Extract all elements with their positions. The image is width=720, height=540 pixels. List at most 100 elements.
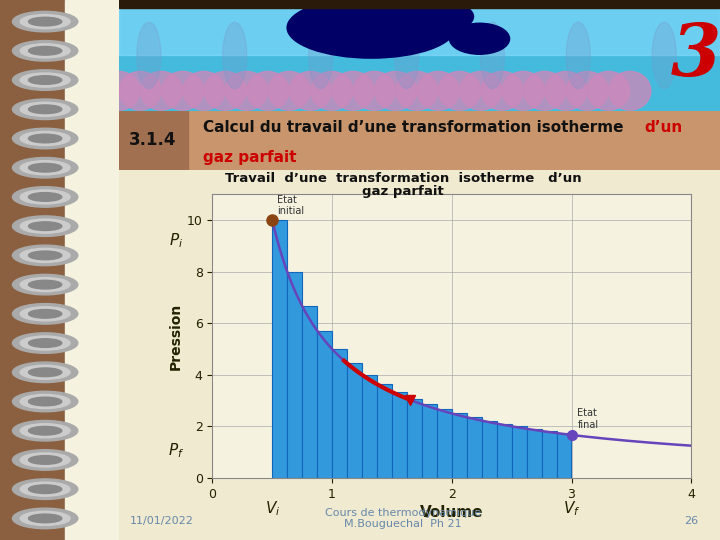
Ellipse shape <box>12 274 78 295</box>
Ellipse shape <box>29 134 62 143</box>
Bar <box>362 375 377 478</box>
Text: Cours de thermodynamique
M.Bouguechal  Ph 21: Cours de thermodynamique M.Bouguechal Ph… <box>325 508 482 529</box>
Ellipse shape <box>332 71 374 110</box>
Ellipse shape <box>293 17 365 50</box>
Ellipse shape <box>12 450 78 470</box>
Ellipse shape <box>20 161 70 175</box>
Ellipse shape <box>12 216 78 237</box>
Ellipse shape <box>588 71 629 110</box>
Ellipse shape <box>12 40 78 61</box>
Ellipse shape <box>12 421 78 441</box>
Ellipse shape <box>29 397 62 406</box>
Bar <box>272 220 287 478</box>
Ellipse shape <box>29 368 62 376</box>
Text: gaz parfait: gaz parfait <box>203 150 297 165</box>
Ellipse shape <box>20 73 70 87</box>
Ellipse shape <box>20 424 70 438</box>
Ellipse shape <box>12 303 78 324</box>
Bar <box>317 330 332 478</box>
Ellipse shape <box>12 158 78 178</box>
Bar <box>377 384 392 478</box>
Ellipse shape <box>20 453 70 467</box>
Ellipse shape <box>29 485 62 494</box>
Ellipse shape <box>29 193 62 201</box>
Bar <box>407 399 422 478</box>
Ellipse shape <box>523 71 566 110</box>
Bar <box>557 433 572 478</box>
Bar <box>422 404 437 478</box>
Ellipse shape <box>20 102 70 116</box>
Bar <box>482 421 497 478</box>
Ellipse shape <box>20 219 70 233</box>
Ellipse shape <box>566 22 590 89</box>
Ellipse shape <box>29 76 62 84</box>
Bar <box>302 306 317 478</box>
Text: $P_i$: $P_i$ <box>169 231 184 249</box>
Bar <box>287 272 302 478</box>
Ellipse shape <box>29 514 62 523</box>
Ellipse shape <box>29 46 62 55</box>
Ellipse shape <box>119 71 161 110</box>
Text: 11/01/2022: 11/01/2022 <box>130 516 194 526</box>
Text: $P_f$: $P_f$ <box>168 442 184 460</box>
Ellipse shape <box>12 508 78 529</box>
Ellipse shape <box>289 71 331 110</box>
Bar <box>497 424 512 478</box>
Ellipse shape <box>12 479 78 500</box>
Text: Volume: Volume <box>420 505 484 520</box>
Text: gaz parfait: gaz parfait <box>362 185 444 198</box>
Bar <box>541 431 557 478</box>
Ellipse shape <box>29 222 62 231</box>
Ellipse shape <box>20 278 70 292</box>
Ellipse shape <box>395 22 418 89</box>
Ellipse shape <box>29 280 62 289</box>
Ellipse shape <box>545 71 587 110</box>
Ellipse shape <box>12 187 78 207</box>
Ellipse shape <box>365 0 474 36</box>
Ellipse shape <box>396 71 438 110</box>
Ellipse shape <box>12 99 78 119</box>
Ellipse shape <box>247 71 289 110</box>
Ellipse shape <box>20 307 70 321</box>
Bar <box>437 409 452 478</box>
Bar <box>467 417 482 478</box>
Text: $V_i$: $V_i$ <box>264 500 280 518</box>
Bar <box>119 0 720 8</box>
Ellipse shape <box>12 245 78 266</box>
Ellipse shape <box>29 17 62 26</box>
Text: 3: 3 <box>671 20 720 91</box>
Ellipse shape <box>140 71 182 110</box>
Bar <box>119 0 720 56</box>
Ellipse shape <box>20 44 70 58</box>
Ellipse shape <box>20 15 70 29</box>
Text: Travail  d’une  transformation  isotherme   d’un: Travail d’une transformation isotherme d… <box>225 172 582 185</box>
Y-axis label: Pression: Pression <box>168 302 183 370</box>
Ellipse shape <box>29 164 62 172</box>
Bar <box>452 414 467 478</box>
Ellipse shape <box>309 22 333 89</box>
Ellipse shape <box>20 131 70 145</box>
Ellipse shape <box>20 511 70 525</box>
Ellipse shape <box>480 22 505 89</box>
Ellipse shape <box>12 362 78 382</box>
Text: Calcul du travail d’une transformation isotherme: Calcul du travail d’une transformation i… <box>203 120 629 135</box>
Ellipse shape <box>481 71 523 110</box>
Ellipse shape <box>20 248 70 262</box>
Ellipse shape <box>503 71 544 110</box>
Bar <box>119 111 188 170</box>
Ellipse shape <box>449 23 510 54</box>
Ellipse shape <box>12 333 78 353</box>
Ellipse shape <box>20 190 70 204</box>
Ellipse shape <box>374 71 417 110</box>
Text: d’un: d’un <box>645 120 683 135</box>
Ellipse shape <box>29 309 62 318</box>
Bar <box>526 429 541 478</box>
Bar <box>347 363 362 478</box>
Ellipse shape <box>268 71 310 110</box>
Bar <box>332 349 347 478</box>
Ellipse shape <box>287 0 456 58</box>
Ellipse shape <box>98 71 140 110</box>
Ellipse shape <box>161 71 204 110</box>
Ellipse shape <box>12 392 78 412</box>
Bar <box>512 427 526 478</box>
